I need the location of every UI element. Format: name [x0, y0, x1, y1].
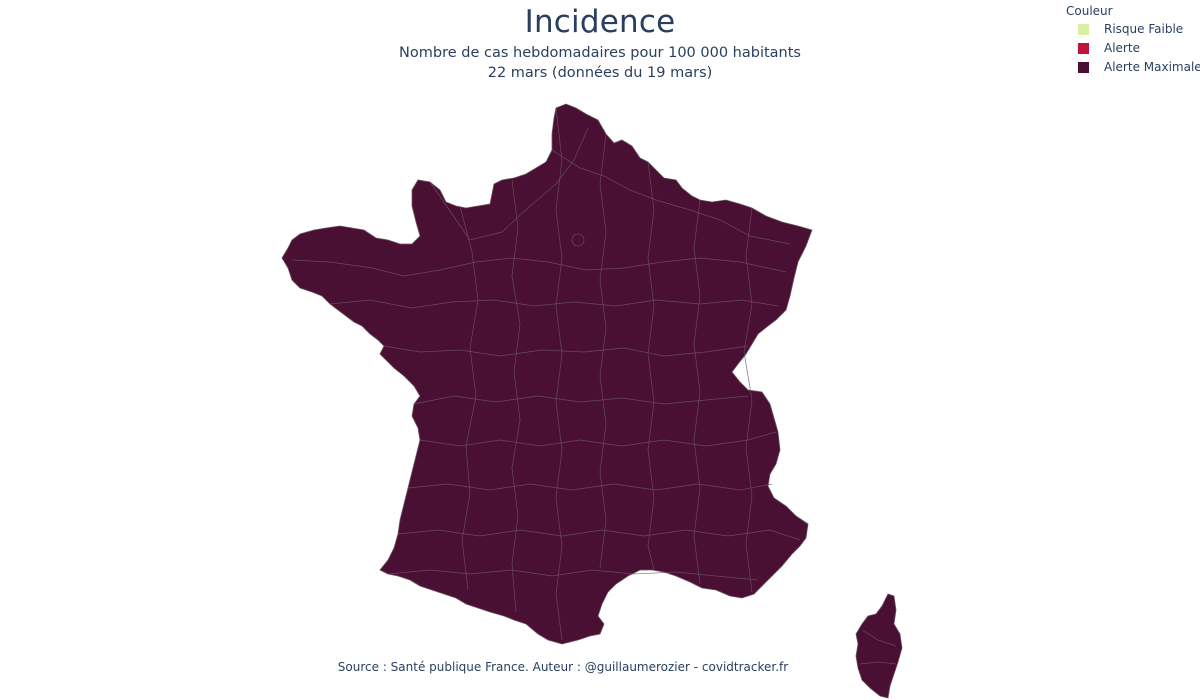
mainland-france-region[interactable] [281, 103, 813, 645]
legend-swatch-alerte-maximale [1078, 62, 1089, 73]
chart-subtitle: Nombre de cas hebdomadaires pour 100 000… [399, 45, 801, 61]
legend-item-risque-faible[interactable]: Risque Faible [1066, 20, 1200, 39]
corsica-region[interactable] [855, 593, 903, 699]
legend-title: Couleur [1066, 4, 1113, 18]
legend-label: Alerte Maximale [1104, 60, 1200, 74]
chart-title: Incidence [524, 4, 676, 40]
legend-label: Alerte [1104, 41, 1140, 55]
legend-label: Risque Faible [1104, 22, 1184, 36]
legend: Couleur Risque Faible Alerte Alerte Maxi… [1066, 3, 1200, 77]
legend-item-alerte[interactable]: Alerte [1066, 39, 1200, 58]
department-borders [291, 107, 897, 665]
legend-swatch-alerte [1078, 43, 1089, 54]
source-caption: Source : Santé publique France. Auteur :… [337, 660, 789, 674]
legend-item-alerte-maximale[interactable]: Alerte Maximale [1066, 58, 1200, 77]
chart-date-subtitle: 22 mars (données du 19 mars) [487, 65, 713, 81]
map-fill-group [281, 103, 903, 699]
legend-swatch-risque-faible [1078, 24, 1089, 35]
